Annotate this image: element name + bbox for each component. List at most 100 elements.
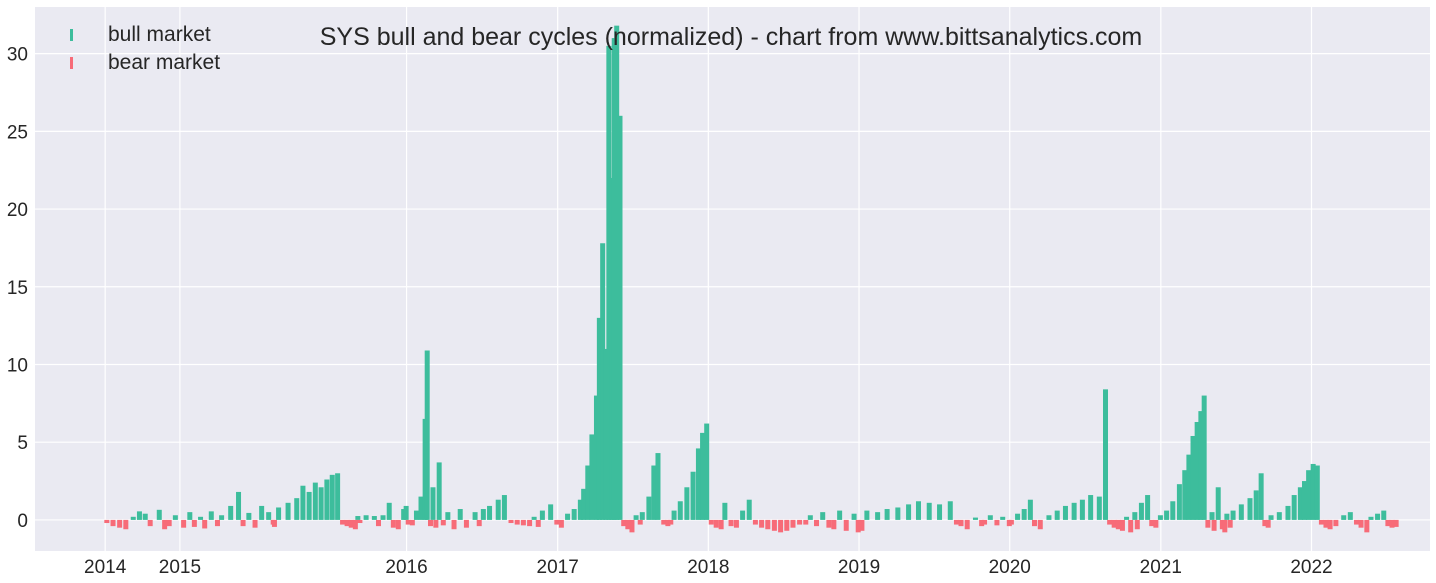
bull-bar: [740, 510, 746, 520]
bull-bar: [294, 498, 300, 520]
bear-bar: [390, 519, 396, 528]
bull-bar: [436, 462, 442, 520]
x-tick-label: 2014: [84, 557, 127, 578]
bear-bar: [661, 519, 667, 525]
bull-bar: [1297, 487, 1303, 520]
bear-bar: [104, 519, 110, 524]
bear-bar: [214, 519, 220, 527]
bull-bar: [413, 510, 419, 520]
bear-bar: [790, 519, 796, 528]
bear-bar: [1134, 519, 1140, 530]
bear-bar: [554, 519, 560, 525]
bull-bar: [363, 515, 369, 520]
bear-bar: [803, 519, 809, 525]
bull-bar: [424, 350, 430, 520]
bear-bar: [1111, 519, 1117, 528]
bull-bar: [1015, 513, 1021, 520]
bull-bar: [380, 515, 386, 520]
bear-bar: [181, 519, 187, 528]
bear-bar: [843, 519, 849, 531]
chart-title: SYS bull and bear cycles (normalized) - …: [320, 23, 1143, 51]
bear-bar: [117, 519, 123, 528]
bear-bar: [708, 519, 714, 525]
bull-bar: [987, 515, 993, 520]
bull-bar: [1138, 502, 1144, 520]
bull-bar: [1301, 481, 1307, 520]
bear-bar: [728, 519, 734, 527]
y-tick-label: 30: [7, 45, 28, 66]
bear-bar: [1149, 519, 1155, 527]
bear-bar: [797, 519, 803, 525]
bear-bar: [855, 519, 861, 533]
bear-bar: [1115, 519, 1121, 530]
bull-bar: [589, 434, 595, 520]
bear-bar: [982, 519, 988, 525]
bull-bar: [884, 509, 890, 520]
bear-bar: [202, 519, 208, 529]
bull-bar: [581, 488, 587, 520]
bull-series: [130, 25, 1387, 520]
bull-bar: [259, 505, 265, 520]
bear-bar: [629, 519, 635, 533]
bear-bar: [953, 519, 959, 525]
bear-bar: [440, 519, 446, 526]
bull-bar: [318, 487, 324, 520]
bull-bar: [1157, 515, 1163, 520]
y-tick-label: 10: [7, 355, 28, 376]
bull-bar: [430, 487, 436, 520]
bull-bar: [671, 510, 677, 520]
bull-bar: [246, 512, 252, 520]
bull-bar: [1314, 465, 1320, 520]
bear-bar: [348, 519, 354, 528]
bull-bar: [1021, 509, 1027, 520]
bull-bar: [684, 487, 690, 520]
bear-bar: [508, 519, 514, 524]
bull-bar: [1247, 498, 1253, 520]
bull-bar: [1310, 463, 1316, 520]
bull-bar: [219, 515, 225, 520]
bear-bar: [1389, 519, 1395, 528]
bear-bar: [1107, 519, 1113, 525]
bull-bar: [306, 491, 312, 520]
y-tick-label: 0: [17, 511, 28, 532]
bull-bar: [285, 502, 291, 520]
bull-bar: [1062, 505, 1068, 520]
bull-bar: [837, 510, 843, 520]
bull-bar: [651, 465, 657, 520]
bull-bar: [1190, 435, 1196, 520]
bull-bar: [1268, 515, 1274, 520]
bull-bar: [1054, 510, 1060, 520]
bull-bar: [418, 496, 424, 520]
bull-bar: [585, 465, 591, 520]
bull-bar: [531, 516, 537, 520]
bull-bar: [1381, 510, 1387, 520]
bull-bar: [1285, 505, 1291, 520]
bull-bar: [324, 479, 330, 520]
bull-bar: [1103, 389, 1109, 520]
bull-bar: [208, 511, 214, 520]
bull-bar: [266, 512, 272, 520]
bull-bar: [722, 502, 728, 520]
bear-bar: [859, 519, 865, 531]
x-tick-label: 2018: [687, 557, 729, 578]
bull-bar: [614, 25, 620, 520]
bull-bar: [593, 395, 599, 520]
bear-bar: [1031, 519, 1037, 527]
bull-bar: [386, 502, 392, 520]
bull-bar: [539, 510, 545, 520]
bear-bar: [994, 519, 1000, 526]
bear-bar: [340, 519, 346, 525]
bull-bar: [480, 509, 486, 520]
bear-bar: [713, 519, 719, 528]
bear-bar: [826, 519, 832, 528]
bull-bar: [130, 516, 136, 520]
bull-bar: [690, 471, 696, 520]
y-tick-label: 20: [7, 200, 28, 221]
bear-bar: [110, 519, 116, 527]
y-tick-label: 25: [7, 122, 28, 143]
bull-bar: [1027, 499, 1033, 520]
bull-bar: [156, 509, 162, 520]
bear-bar: [395, 519, 401, 530]
bull-bar: [1291, 495, 1297, 520]
